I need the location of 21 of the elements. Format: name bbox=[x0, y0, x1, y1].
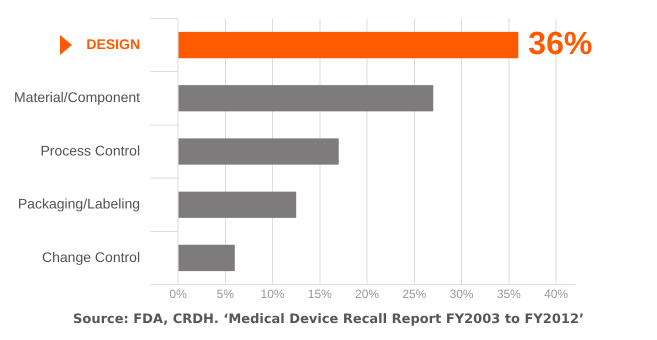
x-tick-label: 0% bbox=[169, 287, 188, 302]
x-tick-label: 15% bbox=[308, 287, 332, 302]
y-tick-label: Packaging/Labeling bbox=[18, 196, 140, 212]
data-label: 36% bbox=[528, 24, 592, 61]
x-tick-label: 5% bbox=[216, 287, 234, 302]
x-tick-label: 40% bbox=[544, 287, 568, 302]
x-tick-label: 35% bbox=[496, 287, 522, 302]
y-tick-label: Process Control bbox=[40, 142, 140, 158]
x-tick-label: 25% bbox=[402, 287, 427, 302]
bar bbox=[178, 32, 518, 58]
y-tick-label: Material/Component bbox=[14, 89, 140, 106]
x-tick-label: 20% bbox=[355, 287, 380, 302]
source-note: Source: FDA, CRDH. ‘Medical Device Recall Report FY2003 to FY2012’ bbox=[72, 312, 585, 327]
bar bbox=[178, 138, 339, 165]
y-tick-label: Change Control bbox=[42, 248, 140, 265]
bar bbox=[178, 244, 235, 272]
bar bbox=[178, 192, 296, 218]
bar bbox=[178, 85, 434, 112]
x-tick-label: 30% bbox=[450, 287, 474, 302]
y-tick-label: DESIGN bbox=[86, 36, 140, 52]
x-tick-label: 10% bbox=[260, 287, 285, 302]
